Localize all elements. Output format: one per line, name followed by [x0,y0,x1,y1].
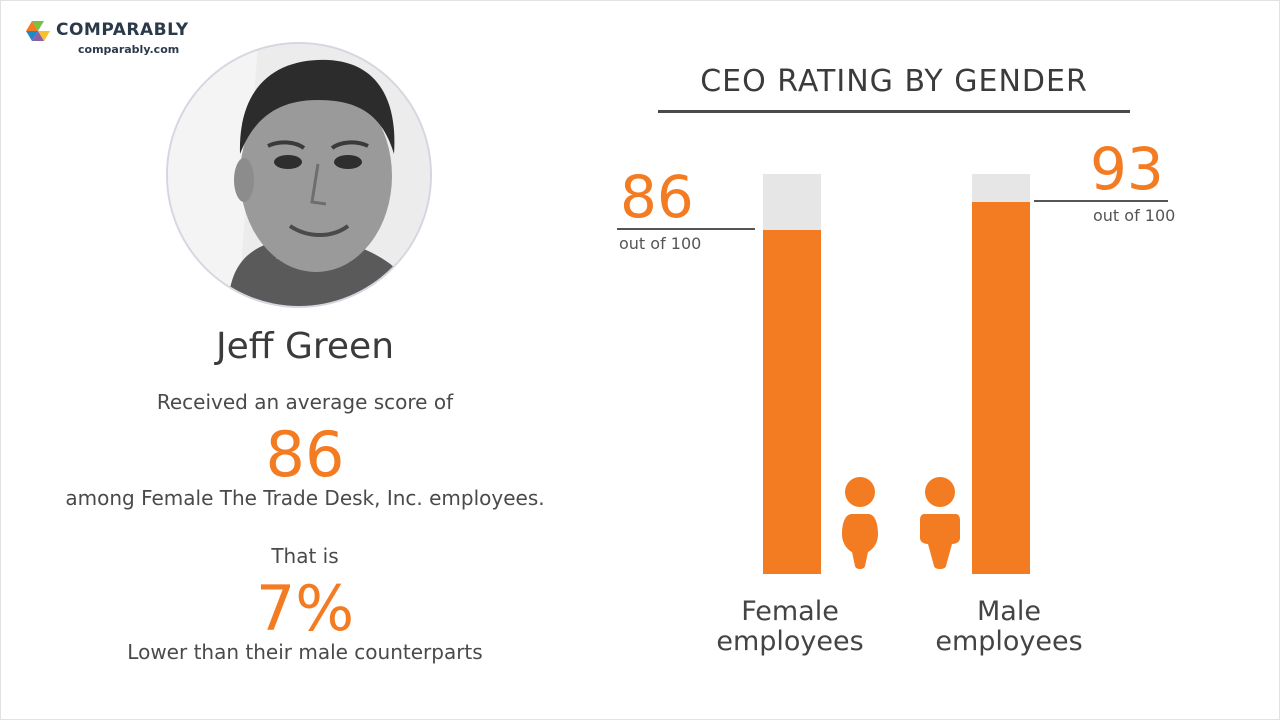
male-category-label-line: employees [935,626,1083,657]
male-value-sublabel: out of 100 [1093,206,1176,225]
brand-name: COMPARABLY [56,20,189,40]
comparably-logo-icon [26,21,50,41]
female-category-label-line: employees [716,626,864,657]
female-category-label-line: Female [741,596,839,627]
brand-url: comparably.com [78,43,180,56]
female-category-label: Female employees [690,597,890,657]
among-text: among Female The Trade Desk, Inc. employ… [65,486,545,510]
male-category-label: Male employees [909,597,1109,657]
chart-title-underline [658,110,1130,113]
that-is-text: That is [271,544,339,568]
ceo-name: Jeff Green [215,326,395,367]
male-category-label-line: Male [977,596,1041,627]
lower-text: Lower than their male counterparts [127,640,483,664]
average-score: 86 [265,418,345,491]
difference-percent: 7% [255,572,355,645]
female-value-sublabel: out of 100 [619,234,702,253]
chart-title: CEO RATING BY GENDER [700,64,1088,99]
male-bar [972,202,1030,574]
female-value-label: 86 [620,163,694,231]
ceo-portrait [166,42,432,308]
female-bar [763,230,821,574]
female-callout-line [617,228,755,230]
male-value-label: 93 [1090,135,1164,203]
received-text: Received an average score of [156,390,454,414]
male-callout-line [1034,200,1168,202]
female-person-icon [842,477,878,569]
ceo-portrait-icon [168,44,430,306]
male-person-icon [920,477,960,569]
comparably-logo[interactable]: COMPARABLY comparably.com [26,18,226,62]
